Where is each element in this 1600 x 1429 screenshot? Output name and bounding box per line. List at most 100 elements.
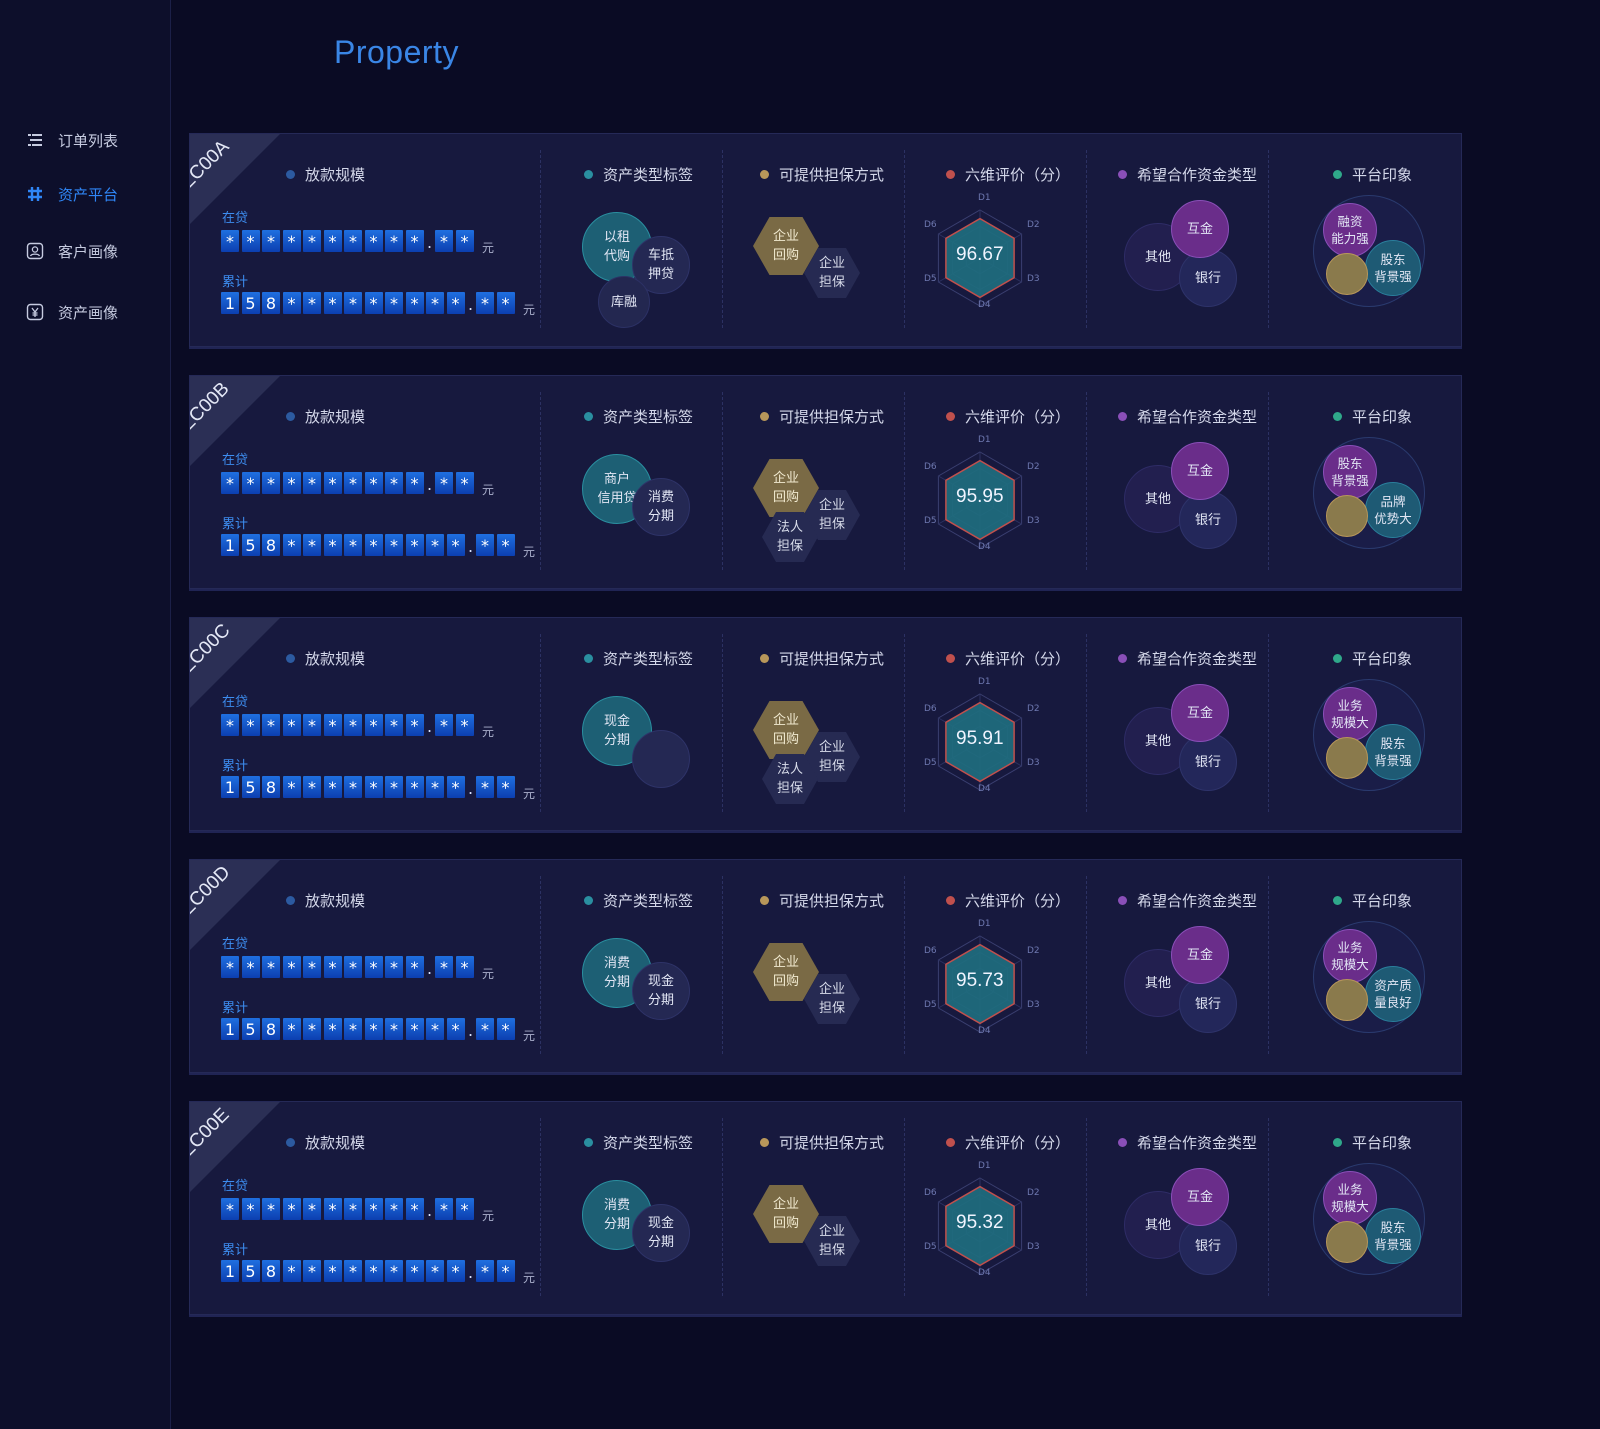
digit: *	[405, 776, 424, 798]
radar-axis-label: D1	[978, 677, 991, 687]
digit: *	[241, 956, 260, 978]
impression-tag-primary: 业务 规模大	[1323, 1171, 1377, 1225]
in-loan-amount: * * * * * * * * * *. * * 元	[221, 956, 494, 981]
radar-axis-label: D6	[924, 1188, 937, 1198]
section-label: 放款规模	[305, 892, 366, 910]
asset-tag	[632, 730, 690, 788]
radar-chart	[937, 1177, 1023, 1275]
radar-chart	[937, 451, 1023, 549]
legend-dot	[946, 1138, 955, 1147]
sidebar-item-label: 客户画像	[58, 242, 119, 261]
radar-axis-label: D5	[924, 1000, 937, 1010]
asset-card[interactable]: ZC00B 放款规模 资产类型标签 可提供担保方式 六维评价（分） 希望合作资金类型 平台印…	[189, 375, 1462, 589]
legend-dot	[946, 654, 955, 663]
digit: *	[364, 776, 383, 798]
fund-type-bubble: 银行	[1179, 491, 1237, 549]
grid-icon	[26, 185, 44, 203]
section-divider	[722, 876, 723, 1054]
legend-dot	[760, 412, 769, 421]
section-title-impression: 平台印象	[1333, 648, 1412, 669]
sidebar: 订单列表 资产平台 客户画像 资产画像	[0, 0, 171, 1429]
section-label: 六维评价（分）	[965, 166, 1071, 184]
impression-dot	[1326, 253, 1368, 295]
sidebar-item-asset-platform[interactable]: 资产平台	[26, 179, 118, 209]
digit: *	[385, 776, 403, 798]
digit: *	[405, 534, 424, 556]
digit: 8	[262, 776, 280, 798]
cumulative-amount: 1 5 8 * * * * * * * * *. * * 元	[221, 1260, 535, 1285]
guarantee-secondary: 企业 担保	[804, 1216, 860, 1266]
guarantee-primary: 企业 回购	[753, 701, 819, 759]
asset-card[interactable]: ZC00A 放款规模 资产类型标签 可提供担保方式 六维评价（分） 希望合作资金类型 平台印…	[189, 133, 1462, 347]
section-label: 六维评价（分）	[965, 892, 1071, 910]
section-label: 放款规模	[305, 166, 366, 184]
digit: *	[262, 230, 280, 252]
asset-card[interactable]: ZC00C 放款规模 资产类型标签 可提供担保方式 六维评价（分） 希望合作资金类型 平台印…	[189, 617, 1462, 831]
impression-dot	[1326, 979, 1368, 1021]
digit: *	[221, 956, 239, 978]
digit: *	[221, 472, 239, 494]
legend-dot	[946, 896, 955, 905]
section-divider	[722, 150, 723, 328]
radar-axis-label: D4	[978, 1268, 991, 1278]
section-title-guarantee: 可提供担保方式	[760, 406, 884, 427]
digit: *	[385, 1018, 403, 1040]
legend-dot	[760, 654, 769, 663]
digit: *	[323, 292, 342, 314]
digit: *	[446, 1260, 465, 1282]
sidebar-item-order-list[interactable]: 订单列表	[26, 125, 118, 155]
section-label: 可提供担保方式	[779, 892, 885, 910]
radar-score-area	[945, 1185, 1015, 1267]
digit: *	[344, 956, 362, 978]
section-divider	[1086, 150, 1087, 328]
card-corner	[190, 1102, 280, 1192]
radar-score-area	[945, 701, 1015, 783]
legend-dot	[760, 1138, 769, 1147]
section-divider	[1268, 392, 1269, 570]
digit: *	[262, 956, 280, 978]
asset-card[interactable]: ZC00D 放款规模 资产类型标签 可提供担保方式 六维评价（分） 希望合作资金类型 平台印…	[189, 859, 1462, 1073]
digit: *	[241, 472, 260, 494]
sidebar-item-asset-profile[interactable]: 资产画像	[26, 297, 118, 327]
digit: *	[385, 230, 403, 252]
radar-axis-label: D3	[1027, 1242, 1040, 1252]
section-label: 放款规模	[305, 408, 366, 426]
section-title-asset-type: 资产类型标签	[584, 406, 693, 427]
digit: *	[476, 776, 494, 798]
digit: *	[455, 1198, 474, 1220]
section-label: 可提供担保方式	[779, 166, 885, 184]
radar-axis-label: D6	[924, 220, 937, 230]
section-title-guarantee: 可提供担保方式	[760, 648, 884, 669]
digit: 5	[241, 1018, 260, 1040]
section-label: 可提供担保方式	[779, 408, 885, 426]
section-title-impression: 平台印象	[1333, 164, 1412, 185]
digit: *	[426, 1260, 444, 1282]
radar-axis-label: D6	[924, 462, 937, 472]
digit: *	[405, 292, 424, 314]
digit: *	[385, 534, 403, 556]
in-loan-label: 在贷	[222, 937, 249, 952]
digit: *	[455, 472, 474, 494]
fund-type-bubble: 银行	[1179, 733, 1237, 791]
digit: *	[344, 1198, 362, 1220]
digit: *	[344, 776, 362, 798]
digit: *	[385, 292, 403, 314]
section-divider	[904, 1118, 905, 1296]
digit: *	[496, 534, 515, 556]
digit: *	[426, 534, 444, 556]
sidebar-item-customer-profile[interactable]: 客户画像	[26, 236, 118, 266]
digit: *	[476, 1260, 494, 1282]
section-title-impression: 平台印象	[1333, 1132, 1412, 1153]
cumulative-amount: 1 5 8 * * * * * * * * *. * * 元	[221, 292, 535, 317]
digit: 1	[221, 292, 239, 314]
digit: *	[344, 472, 362, 494]
legend-dot	[286, 1138, 295, 1147]
impression-tag: 资产质 量良好	[1365, 966, 1421, 1022]
digit: *	[435, 1198, 453, 1220]
digit: *	[282, 714, 301, 736]
digit: 8	[262, 534, 280, 556]
section-label: 资产类型标签	[603, 650, 694, 668]
unit-label: 元	[523, 1271, 536, 1285]
asset-card[interactable]: ZC00E 放款规模 资产类型标签 可提供担保方式 六维评价（分） 希望合作资金类型 平台印…	[189, 1101, 1462, 1315]
six-dim-score: 95.32	[956, 1212, 1004, 1233]
